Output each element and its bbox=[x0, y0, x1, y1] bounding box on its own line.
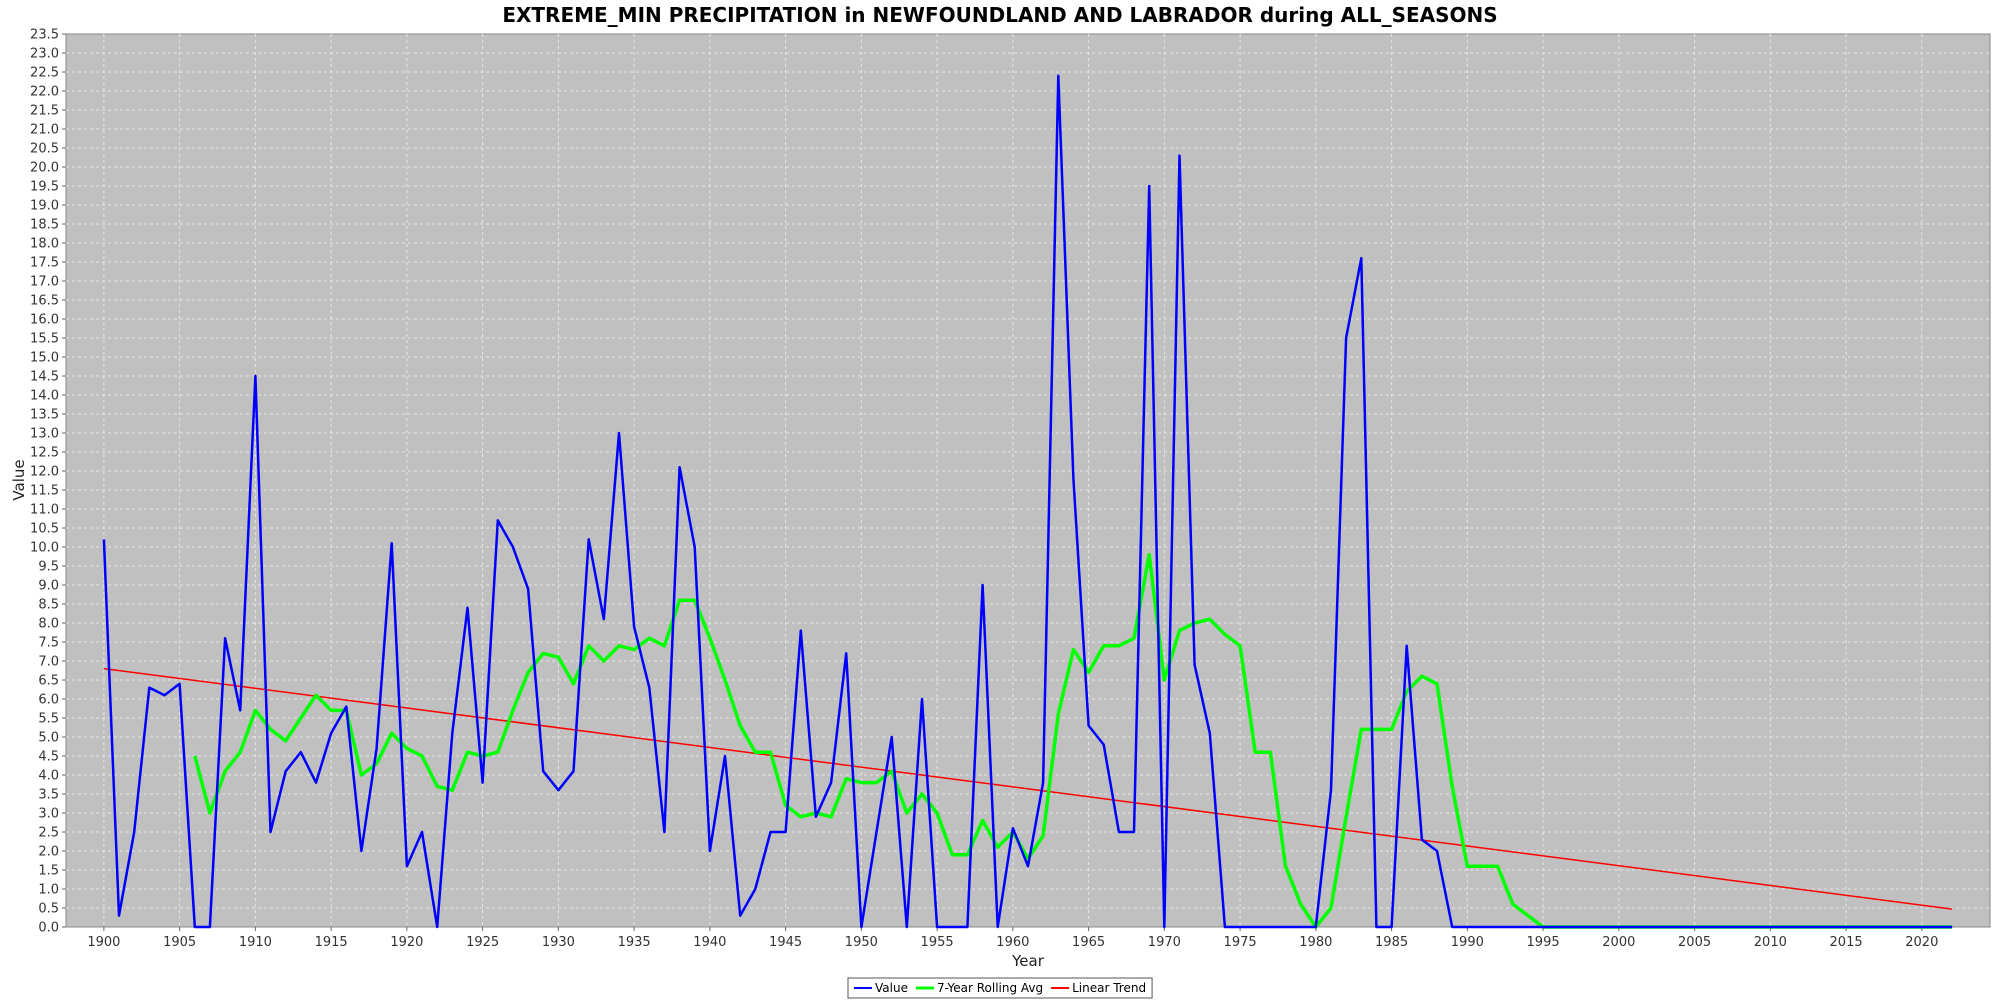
y-tick-label: 22.0 bbox=[30, 85, 59, 100]
y-tick-label: 20.5 bbox=[30, 142, 59, 157]
x-tick-label: 1935 bbox=[618, 935, 651, 950]
x-tick-label: 1950 bbox=[845, 935, 878, 950]
series-layer bbox=[102, 74, 1953, 929]
y-tick-label: 14.5 bbox=[30, 370, 59, 385]
y-tick-label: 6.0 bbox=[38, 693, 59, 708]
y-tick-label: 6.5 bbox=[38, 674, 59, 689]
series-line-value bbox=[102, 74, 1953, 929]
legend-label: Linear Trend bbox=[1072, 981, 1146, 995]
y-tick-label: 12.0 bbox=[30, 465, 59, 480]
y-tick-label: 2.5 bbox=[38, 826, 59, 841]
y-tick-label: 17.5 bbox=[30, 256, 59, 271]
x-tick-label: 1940 bbox=[693, 935, 726, 950]
y-tick-label: 0.0 bbox=[38, 921, 59, 936]
y-tick-label: 18.0 bbox=[30, 237, 59, 252]
x-tick-label: 1900 bbox=[87, 935, 120, 950]
x-tick-label: 1915 bbox=[315, 935, 348, 950]
y-tick-label: 12.5 bbox=[30, 446, 59, 461]
y-tick-label: 1.5 bbox=[38, 864, 59, 879]
grid-lines bbox=[66, 34, 1990, 927]
x-axis-ticks: 1900 1905 1910 1915 1920 1925 1930 1935 1940 1945… bbox=[87, 927, 1938, 950]
y-tick-label: 18.5 bbox=[30, 218, 59, 233]
y-tick-label: 3.0 bbox=[38, 807, 59, 822]
y-tick-label: 8.5 bbox=[38, 598, 59, 613]
y-tick-label: 1.0 bbox=[38, 883, 59, 898]
y-tick-label: 21.0 bbox=[30, 123, 59, 138]
y-tick-label: 11.5 bbox=[30, 484, 59, 499]
y-tick-label: 4.5 bbox=[38, 750, 59, 765]
y-tick-label: 16.5 bbox=[30, 294, 59, 309]
y-tick-label: 22.5 bbox=[30, 66, 59, 81]
x-tick-label: 1980 bbox=[1299, 935, 1332, 950]
y-tick-label: 9.0 bbox=[38, 579, 59, 594]
y-tick-label: 23.5 bbox=[30, 28, 59, 43]
x-tick-label: 2010 bbox=[1754, 935, 1787, 950]
x-tick-label: 1995 bbox=[1527, 935, 1560, 950]
y-axis-label: Value bbox=[10, 459, 28, 500]
y-tick-label: 7.0 bbox=[38, 655, 59, 670]
legend-label: 7-Year Rolling Avg bbox=[937, 981, 1043, 995]
y-tick-label: 7.5 bbox=[38, 636, 59, 651]
y-tick-label: 5.0 bbox=[38, 731, 59, 746]
x-tick-label: 2000 bbox=[1602, 935, 1635, 950]
legend: Value 7-Year Rolling Avg Linear Trend bbox=[847, 977, 1153, 999]
legend-box bbox=[847, 977, 1153, 999]
y-tick-label: 2.0 bbox=[38, 845, 59, 860]
y-tick-label: 9.5 bbox=[38, 560, 59, 575]
y-tick-label: 17.0 bbox=[30, 275, 59, 290]
x-tick-label: 1955 bbox=[921, 935, 954, 950]
y-tick-label: 14.0 bbox=[30, 389, 59, 404]
x-tick-label: 2005 bbox=[1678, 935, 1711, 950]
x-tick-label: 1985 bbox=[1375, 935, 1408, 950]
chart-title: EXTREME_MIN PRECIPITATION in NEWFOUNDLAN… bbox=[502, 3, 1497, 27]
y-tick-label: 10.5 bbox=[30, 522, 59, 537]
y-tick-label: 15.5 bbox=[30, 332, 59, 347]
x-tick-label: 1970 bbox=[1148, 935, 1181, 950]
y-tick-label: 8.0 bbox=[38, 617, 59, 632]
x-tick-label: 1975 bbox=[1224, 935, 1257, 950]
y-tick-label: 21.5 bbox=[30, 104, 59, 119]
y-tick-label: 19.0 bbox=[30, 199, 59, 214]
x-tick-label: 1960 bbox=[996, 935, 1029, 950]
y-tick-label: 15.0 bbox=[30, 351, 59, 366]
x-tick-label: 1930 bbox=[542, 935, 575, 950]
y-tick-label: 10.0 bbox=[30, 541, 59, 556]
y-tick-label: 3.5 bbox=[38, 788, 59, 803]
x-tick-label: 1910 bbox=[239, 935, 272, 950]
y-tick-label: 0.5 bbox=[38, 902, 59, 917]
y-tick-label: 16.0 bbox=[30, 313, 59, 328]
x-tick-label: 1945 bbox=[769, 935, 802, 950]
y-tick-label: 13.5 bbox=[30, 408, 59, 423]
x-tick-label: 2020 bbox=[1905, 935, 1938, 950]
series-line-linear-trend bbox=[103, 667, 1953, 910]
x-tick-label: 1905 bbox=[163, 935, 196, 950]
y-axis-ticks: 0.0 0.5 1.0 1.5 2.0 2.5 3.0 3.5 4.0 4.5 5.0 5.5 6.0 6… bbox=[30, 28, 66, 936]
x-tick-label: 1920 bbox=[390, 935, 423, 950]
x-tick-label: 2015 bbox=[1830, 935, 1863, 950]
y-tick-label: 4.0 bbox=[38, 769, 59, 784]
y-tick-label: 20.0 bbox=[30, 161, 59, 176]
y-tick-label: 5.5 bbox=[38, 712, 59, 727]
x-tick-label: 1925 bbox=[466, 935, 499, 950]
x-tick-label: 1990 bbox=[1451, 935, 1484, 950]
x-axis-label: Year bbox=[1011, 952, 1045, 970]
plot-area bbox=[65, 33, 1991, 928]
y-tick-label: 19.5 bbox=[30, 180, 59, 195]
y-tick-label: 13.0 bbox=[30, 427, 59, 442]
legend-label: Value bbox=[875, 981, 908, 995]
x-tick-label: 1965 bbox=[1072, 935, 1105, 950]
y-tick-label: 23.0 bbox=[30, 47, 59, 62]
y-tick-label: 11.0 bbox=[30, 503, 59, 518]
